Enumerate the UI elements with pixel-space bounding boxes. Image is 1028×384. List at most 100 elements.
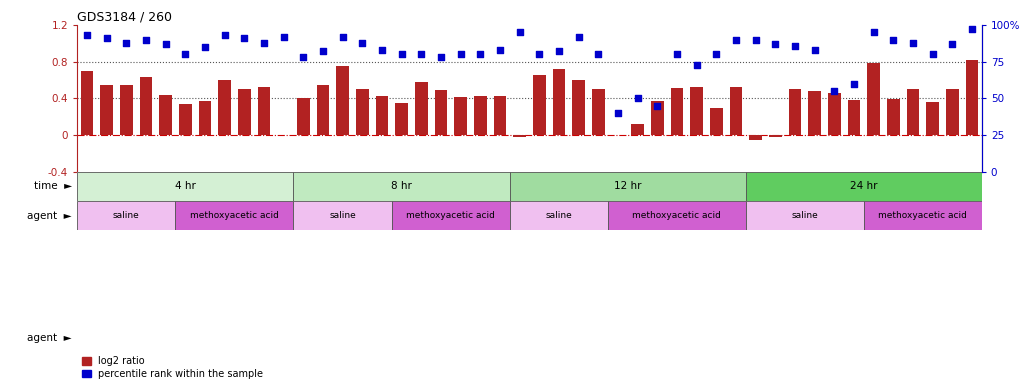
- Point: [236, 35, 253, 41]
- Point: [767, 41, 783, 47]
- Point: [668, 51, 685, 57]
- Bar: [395, 103, 408, 135]
- Bar: [77, 201, 176, 230]
- Bar: [828, 93, 841, 135]
- Point: [394, 51, 410, 57]
- Text: saline: saline: [113, 211, 140, 220]
- Point: [276, 34, 292, 40]
- Bar: [435, 90, 447, 135]
- Point: [924, 51, 941, 57]
- Bar: [592, 89, 604, 135]
- Bar: [375, 96, 389, 135]
- Bar: [120, 84, 133, 135]
- Text: 12 hr: 12 hr: [614, 181, 641, 191]
- Bar: [510, 172, 745, 201]
- Point: [99, 35, 115, 41]
- Bar: [176, 201, 293, 230]
- Bar: [258, 87, 270, 135]
- Bar: [237, 89, 251, 135]
- Bar: [533, 75, 546, 135]
- Bar: [474, 96, 486, 135]
- Bar: [100, 84, 113, 135]
- Bar: [651, 101, 664, 135]
- Bar: [77, 172, 293, 201]
- Bar: [454, 98, 467, 135]
- Point: [551, 48, 567, 55]
- Point: [629, 95, 646, 101]
- Bar: [392, 201, 510, 230]
- Text: methoxyacetic acid: methoxyacetic acid: [406, 211, 495, 220]
- Text: 8 hr: 8 hr: [391, 181, 412, 191]
- Bar: [317, 84, 329, 135]
- Text: saline: saline: [329, 211, 356, 220]
- Text: agent  ►: agent ►: [28, 333, 72, 343]
- Bar: [573, 80, 585, 135]
- Point: [413, 51, 430, 57]
- Point: [827, 88, 843, 94]
- Legend: log2 ratio, percentile rank within the sample: log2 ratio, percentile rank within the s…: [82, 356, 263, 379]
- Point: [491, 47, 508, 53]
- Point: [708, 51, 725, 57]
- Point: [786, 42, 803, 48]
- Point: [806, 47, 822, 53]
- Bar: [907, 89, 919, 135]
- Point: [433, 54, 449, 60]
- Bar: [670, 88, 684, 135]
- Point: [511, 29, 527, 35]
- Text: methoxyacetic acid: methoxyacetic acid: [878, 211, 967, 220]
- Bar: [769, 135, 781, 137]
- Bar: [80, 71, 94, 135]
- Bar: [297, 98, 309, 135]
- Bar: [710, 108, 723, 135]
- Bar: [336, 66, 348, 135]
- Text: methoxyacetic acid: methoxyacetic acid: [632, 211, 722, 220]
- Text: GDS3184 / 260: GDS3184 / 260: [77, 11, 172, 24]
- Point: [79, 32, 96, 38]
- Point: [571, 34, 587, 40]
- Bar: [631, 124, 644, 135]
- Bar: [749, 135, 762, 140]
- Point: [590, 51, 607, 57]
- Bar: [179, 104, 191, 135]
- Bar: [864, 201, 982, 230]
- Point: [747, 36, 764, 43]
- Text: saline: saline: [546, 211, 573, 220]
- Text: time  ►: time ►: [34, 181, 72, 191]
- Point: [354, 40, 370, 46]
- Bar: [847, 100, 860, 135]
- Point: [157, 41, 174, 47]
- Bar: [609, 201, 745, 230]
- Point: [256, 40, 272, 46]
- Point: [374, 47, 391, 53]
- Point: [196, 44, 213, 50]
- Bar: [730, 87, 742, 135]
- Point: [689, 61, 705, 68]
- Point: [334, 34, 351, 40]
- Bar: [293, 201, 392, 230]
- Point: [905, 40, 921, 46]
- Bar: [946, 89, 959, 135]
- Point: [963, 26, 980, 32]
- Point: [846, 81, 862, 87]
- Bar: [356, 89, 369, 135]
- Bar: [510, 201, 609, 230]
- Bar: [140, 77, 152, 135]
- Point: [649, 103, 665, 109]
- Bar: [513, 135, 526, 137]
- Bar: [198, 101, 212, 135]
- Point: [216, 32, 232, 38]
- Bar: [745, 172, 982, 201]
- Bar: [887, 99, 900, 135]
- Bar: [493, 96, 507, 135]
- Point: [472, 51, 488, 57]
- Bar: [690, 87, 703, 135]
- Point: [531, 51, 548, 57]
- Bar: [159, 95, 172, 135]
- Text: 4 hr: 4 hr: [175, 181, 195, 191]
- Point: [610, 110, 626, 116]
- Point: [118, 40, 135, 46]
- Point: [944, 41, 960, 47]
- Text: 24 hr: 24 hr: [850, 181, 878, 191]
- Point: [177, 51, 193, 57]
- Bar: [415, 82, 428, 135]
